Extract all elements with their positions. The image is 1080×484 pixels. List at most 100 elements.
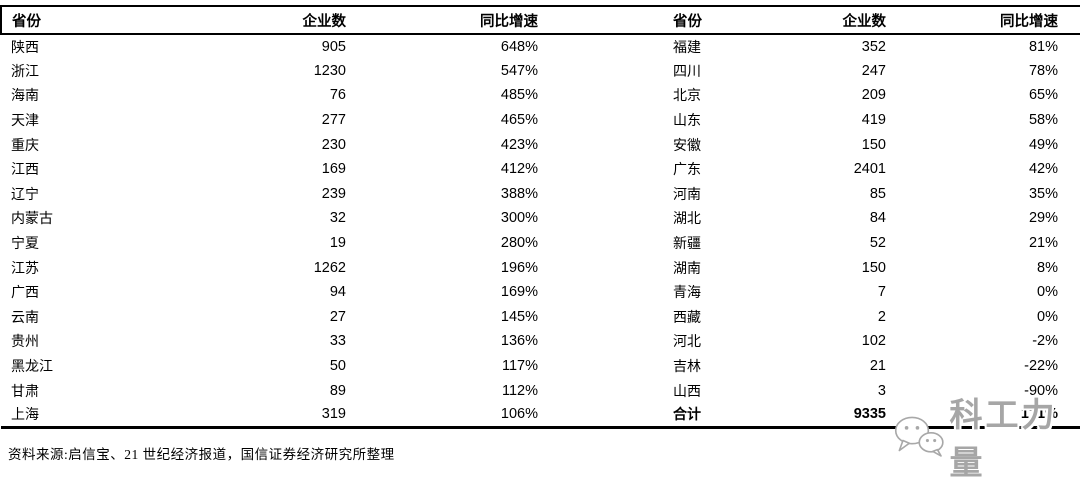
table-body: 陕西 905 648% 福建 352 81% 浙江 1230 547% 四川 247 78% 海南 76 4…: [1, 34, 1080, 428]
count-cell: 230: [321, 136, 346, 153]
province-cell: 内蒙古: [11, 212, 53, 228]
count-cell: 419: [861, 112, 886, 129]
growth-cell: 106%: [500, 406, 538, 423]
count-cell: 209: [861, 87, 886, 104]
province-cell: 合计: [673, 408, 701, 424]
table-row: 黑龙江 50 117% 吉林 21 -22%: [1, 354, 1080, 379]
count-cell: 7: [877, 284, 886, 301]
header-row: 省份 企业数 同比增速 省份 企业数 同比增速: [0, 6, 1080, 34]
growth-cell: 485%: [500, 87, 538, 104]
header-province-right: 省份: [673, 13, 702, 30]
province-cell: 浙江: [11, 64, 39, 80]
province-cell: 山东: [673, 114, 701, 130]
province-cell: 青海: [673, 286, 701, 302]
growth-cell: 388%: [500, 185, 538, 202]
province-cell: 新疆: [673, 237, 701, 253]
province-cell: 江西: [11, 163, 39, 179]
growth-cell: 117%: [501, 358, 538, 375]
count-cell: 150: [861, 259, 886, 276]
table-row: 宁夏 19 280% 新疆 52 21%: [1, 231, 1080, 256]
growth-cell: 280%: [500, 235, 538, 252]
count-cell: 50: [329, 358, 346, 375]
table-row: 内蒙古 32 300% 湖北 84 29%: [1, 206, 1080, 231]
growth-cell: 78%: [1028, 62, 1058, 79]
province-cell: 河南: [673, 187, 701, 203]
count-cell: 19: [329, 235, 346, 252]
province-enterprise-table: 省份 企业数 同比增速 省份 企业数 同比增速 陕西 905 648% 福建 352 81…: [0, 5, 1080, 429]
growth-cell: 81%: [1028, 38, 1058, 55]
table-row: 广西 94 169% 青海 7 0%: [1, 280, 1080, 305]
province-cell: 河北: [673, 335, 701, 351]
growth-cell: 648%: [500, 38, 538, 55]
growth-cell: 21%: [1028, 235, 1058, 252]
table-row: 辽宁 239 388% 河南 85 35%: [1, 182, 1080, 207]
count-cell: 33: [329, 333, 346, 350]
table-row: 贵州 33 136% 河北 102 -2%: [1, 329, 1080, 354]
count-cell: 2: [877, 308, 886, 325]
count-cell: 352: [861, 38, 886, 55]
count-cell: 84: [869, 210, 886, 227]
province-cell: 四川: [673, 64, 701, 80]
count-cell: 1262: [313, 259, 346, 276]
province-cell: 西藏: [673, 310, 701, 326]
province-cell: 辽宁: [11, 187, 39, 203]
count-cell: 169: [321, 161, 346, 178]
count-cell: 76: [329, 87, 346, 104]
province-cell: 天津: [11, 114, 39, 130]
header-growth-left: 同比增速: [480, 13, 538, 30]
growth-cell: -90%: [1024, 382, 1058, 399]
province-cell: 贵州: [11, 335, 39, 351]
province-cell: 吉林: [673, 360, 701, 376]
count-cell: 3: [877, 382, 886, 399]
growth-cell: 121%: [1020, 406, 1058, 423]
province-cell: 北京: [673, 89, 701, 105]
count-cell: 277: [321, 112, 346, 129]
table-row: 上海 319 106% 合计 9335 121%: [1, 403, 1080, 428]
province-cell: 宁夏: [11, 237, 39, 253]
count-cell: 94: [329, 284, 346, 301]
header-count-left: 企业数: [302, 13, 347, 30]
province-cell: 广西: [11, 286, 39, 302]
province-cell: 云南: [11, 310, 39, 326]
table-row: 陕西 905 648% 福建 352 81%: [1, 34, 1080, 59]
province-cell: 海南: [11, 89, 39, 105]
count-cell: 2401: [853, 161, 886, 178]
count-cell: 21: [869, 358, 886, 375]
growth-cell: -22%: [1024, 358, 1058, 375]
header-province-left: 省份: [0, 6, 181, 34]
table-row: 云南 27 145% 西藏 2 0%: [1, 305, 1080, 330]
growth-cell: 35%: [1028, 185, 1058, 202]
province-cell: 湖南: [673, 261, 701, 277]
count-cell: 247: [861, 62, 886, 79]
count-cell: 27: [329, 308, 346, 325]
growth-cell: 169%: [500, 284, 538, 301]
count-cell: 102: [861, 333, 886, 350]
growth-cell: 0%: [1037, 308, 1058, 325]
province-cell: 甘肃: [11, 384, 39, 400]
province-cell: 陕西: [11, 40, 39, 56]
growth-cell: 423%: [500, 136, 538, 153]
growth-cell: 58%: [1028, 112, 1058, 129]
table-row: 天津 277 465% 山东 419 58%: [1, 108, 1080, 133]
growth-cell: 0%: [1037, 284, 1058, 301]
province-cell: 黑龙江: [11, 360, 53, 376]
count-cell: 1230: [313, 62, 346, 79]
growth-cell: 49%: [1028, 136, 1058, 153]
province-cell: 广东: [673, 163, 701, 179]
count-cell: 905: [321, 38, 346, 55]
growth-cell: 300%: [500, 210, 538, 227]
count-cell: 150: [861, 136, 886, 153]
count-cell: 239: [321, 185, 346, 202]
growth-cell: 547%: [500, 62, 538, 79]
count-cell: 52: [869, 235, 886, 252]
province-cell: 安徽: [673, 138, 701, 154]
growth-cell: 136%: [500, 333, 538, 350]
count-cell: 32: [329, 210, 346, 227]
province-cell: 福建: [673, 40, 701, 56]
table-row: 江西 169 412% 广东 2401 42%: [1, 157, 1080, 182]
growth-cell: 465%: [500, 112, 538, 129]
count-cell: 85: [869, 185, 886, 202]
table-row: 海南 76 485% 北京 209 65%: [1, 83, 1080, 108]
growth-cell: -2%: [1032, 333, 1058, 350]
table-row: 甘肃 89 112% 山西 3 -90%: [1, 378, 1080, 403]
